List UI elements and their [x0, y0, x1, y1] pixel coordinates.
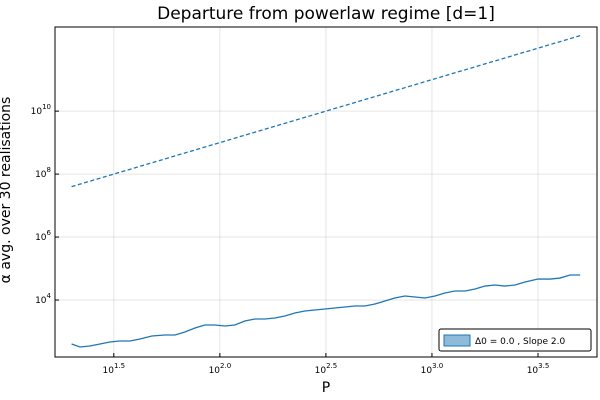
y-tick-label: 104	[35, 292, 51, 306]
tick-exponent: 1.5	[114, 362, 125, 370]
tick-base: 10	[31, 107, 43, 117]
tick-exponent: 6	[47, 229, 52, 237]
x-tick-label: 101.5	[103, 362, 126, 376]
tick-exponent: 2.0	[220, 362, 231, 370]
tick-base: 10	[35, 170, 47, 180]
x-axis-label: P	[322, 380, 330, 396]
y-tick-label: 108	[35, 166, 51, 180]
tick-exponent: 10	[42, 103, 51, 111]
data-line	[71, 274, 581, 348]
tick-base: 10	[527, 366, 539, 376]
tick-base: 10	[35, 296, 47, 306]
y-tick-label: 1010	[31, 103, 51, 117]
tick-base: 10	[103, 366, 115, 376]
tick-base: 10	[209, 366, 221, 376]
x-tick-label: 103.5	[527, 362, 550, 376]
tick-base: 10	[421, 366, 433, 376]
tick-base: 10	[35, 233, 47, 243]
chart-title: Departure from powerlaw regime [d=1]	[157, 4, 495, 24]
data-line	[71, 35, 581, 188]
legend-swatch	[443, 334, 471, 347]
tick-base: 10	[315, 366, 327, 376]
x-tick-label: 102.5	[315, 362, 338, 376]
tick-exponent: 8	[47, 166, 51, 174]
tick-exponent: 3.5	[538, 362, 549, 370]
legend-box	[438, 328, 592, 352]
tick-exponent: 3.0	[432, 362, 443, 370]
plot-frame	[54, 26, 598, 358]
x-tick-label: 103.0	[421, 362, 444, 376]
legend-label: Δ0 = 0.0 , Slope 2.0	[475, 337, 565, 347]
y-axis-label: α avg. over 30 realisations	[0, 97, 14, 284]
tick-exponent: 4	[47, 292, 52, 300]
tick-exponent: 2.5	[326, 362, 337, 370]
x-tick-label: 102.0	[209, 362, 232, 376]
y-tick-label: 106	[35, 229, 51, 243]
